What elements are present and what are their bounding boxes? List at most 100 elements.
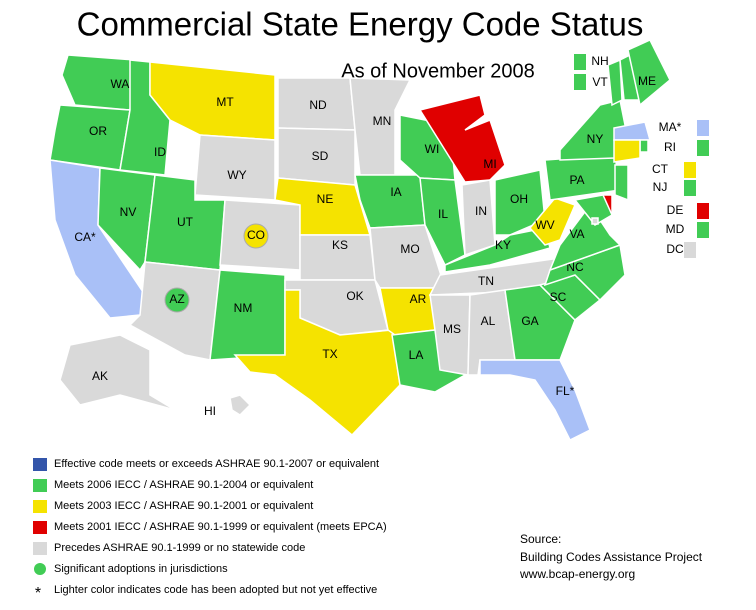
state-label: IA — [390, 185, 401, 199]
state-label: AZ — [169, 292, 184, 306]
state — [229, 394, 252, 416]
state-label: WV — [535, 218, 554, 232]
state-box — [684, 162, 696, 178]
legend-symbol: * — [35, 585, 41, 602]
legend-label: Effective code meets or exceeds ASHRAE 9… — [54, 458, 379, 470]
map-title: Commercial State Energy Code Status — [77, 6, 644, 43]
state-box — [684, 180, 696, 196]
state-label: CT — [652, 162, 669, 176]
state-label: IL — [438, 207, 448, 221]
state-label: VT — [592, 75, 608, 89]
state — [613, 121, 651, 141]
state — [607, 58, 623, 107]
state-label: HI — [204, 404, 216, 418]
state-label: LA — [409, 348, 424, 362]
state-label: MS — [443, 322, 461, 336]
state — [429, 294, 471, 376]
state-label: PA — [569, 173, 584, 187]
source-url: www.bcap-energy.org — [519, 567, 635, 581]
state-label: AK — [92, 369, 108, 383]
state-label: WI — [425, 142, 440, 156]
state — [613, 139, 641, 163]
state — [97, 167, 156, 272]
state-label: VA — [569, 227, 584, 241]
state-label: RI — [664, 140, 676, 154]
state-box — [697, 120, 709, 136]
state-label: OH — [510, 192, 528, 206]
legend-label: Precedes ASHRAE 90.1-1999 or no statewid… — [54, 542, 305, 554]
state-label: TX — [322, 347, 337, 361]
state — [627, 39, 671, 107]
legend-label: Meets 2003 IECC / ASHRAE 90.1-2001 or eq… — [54, 500, 313, 512]
state-box — [697, 203, 709, 219]
state-label: OK — [346, 289, 363, 303]
legend-swatch — [33, 458, 47, 471]
state-box — [574, 74, 586, 90]
state-label: CO — [247, 228, 265, 242]
state-label: KS — [332, 238, 348, 252]
state — [529, 197, 577, 246]
source-org: Building Codes Assistance Project — [520, 550, 703, 564]
state-label: FL* — [556, 384, 575, 398]
map-subtitle: As of November 2008 — [341, 60, 534, 82]
legend-label: Meets 2001 IECC / ASHRAE 90.1-1999 or eq… — [54, 521, 387, 533]
state — [591, 217, 599, 225]
state-label: AL — [481, 314, 496, 328]
legend-swatch — [34, 563, 46, 575]
state-label: NE — [317, 192, 334, 206]
legend-label: Significant adoptions in jurisdictions — [54, 563, 228, 575]
state — [418, 94, 506, 183]
state — [59, 334, 176, 411]
state-label: MT — [216, 95, 234, 109]
state-label: ND — [309, 98, 327, 112]
state-label: MN — [373, 114, 392, 128]
state-label: KY — [495, 238, 511, 252]
jurisdiction-marker — [243, 223, 269, 249]
state — [494, 169, 546, 236]
state-box — [574, 54, 586, 70]
legend-swatch — [33, 500, 47, 513]
state-label: MD — [666, 222, 685, 236]
state-box — [697, 222, 709, 238]
state-label: NC — [566, 260, 584, 274]
legend-swatch — [33, 479, 47, 492]
state-label: DE — [667, 203, 684, 217]
state-label: MA* — [659, 120, 682, 134]
state-label: NV — [120, 205, 137, 219]
jurisdiction-marker — [164, 287, 190, 313]
state — [419, 177, 466, 267]
state — [479, 359, 591, 442]
state-label: UT — [177, 215, 194, 229]
state-label: ID — [154, 145, 166, 159]
legend-label: Lighter color indicates code has been ad… — [54, 584, 377, 596]
state-label: SD — [312, 149, 329, 163]
state-label: WA — [111, 77, 130, 91]
state — [504, 284, 576, 361]
state-label: SC — [550, 290, 567, 304]
state-label: WY — [227, 168, 246, 182]
legend-label: Meets 2006 IECC / ASHRAE 90.1-2004 or eq… — [54, 479, 313, 491]
state-box — [697, 140, 709, 156]
state-label: CA* — [74, 230, 96, 244]
state-label: NH — [591, 54, 608, 68]
state-label: IN — [475, 204, 487, 218]
state-label: MI — [483, 157, 496, 171]
source-label: Source: — [520, 532, 561, 546]
state-label: TN — [478, 274, 494, 288]
state-label: OR — [89, 124, 107, 138]
state-label: MO — [400, 242, 419, 256]
state-label: NM — [234, 301, 253, 315]
state-label: GA — [521, 314, 538, 328]
state — [614, 164, 629, 202]
state — [639, 139, 649, 153]
legend-swatch — [33, 542, 47, 555]
state — [573, 194, 613, 226]
state-label: AR — [410, 292, 427, 306]
legend-swatch — [33, 521, 47, 534]
state-label: NY — [587, 132, 604, 146]
state-box — [684, 242, 696, 258]
state-label: NJ — [653, 180, 668, 194]
state-label: ME — [638, 74, 656, 88]
state-label: DC — [666, 242, 684, 256]
